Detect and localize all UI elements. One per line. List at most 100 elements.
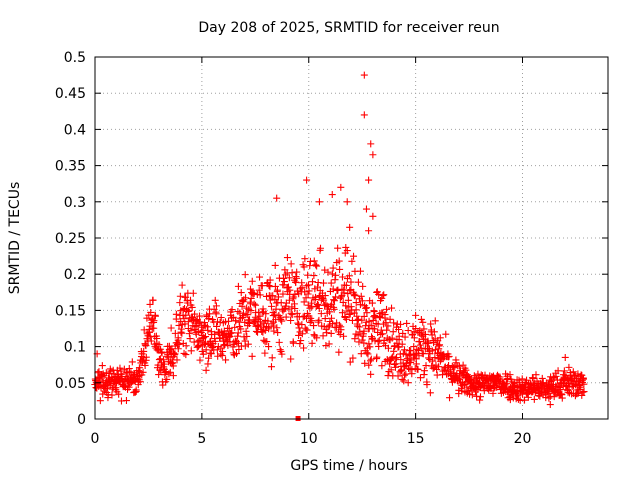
data-point [334,286,342,294]
data-point [201,319,209,327]
data-point [271,261,279,269]
data-point [354,315,362,323]
data-point [442,330,450,338]
data-point [175,321,183,329]
data-point [248,277,256,285]
data-point [564,388,572,396]
data-point [388,334,396,342]
data-point [269,292,277,300]
data-point [368,299,376,307]
data-point [360,327,368,335]
data-point [305,287,313,295]
data-point [211,296,219,304]
data-point [287,355,295,363]
data-point [293,274,301,282]
data-point [360,312,368,320]
data-point [365,340,373,348]
data-point [279,274,287,282]
data-point [250,289,258,297]
data-point [166,368,174,376]
data-point [242,294,250,302]
data-point [300,344,308,352]
data-point [147,308,155,316]
data-point [419,350,427,358]
data-point [431,317,439,325]
data-point [367,370,375,378]
data-point [342,281,350,289]
data-point [267,363,275,371]
data-point [436,341,444,349]
data-point [234,329,242,337]
data-point [367,140,375,148]
data-point [569,368,577,376]
data-point [412,325,420,333]
data-point [426,389,434,397]
data-point [128,358,136,366]
data-point [344,296,352,304]
data-point [163,375,171,383]
data-point [454,374,462,382]
data-point [116,364,124,372]
data-point [122,397,130,405]
data-point [407,347,415,355]
data-point [187,347,195,355]
data-point [327,279,335,287]
data-point [455,362,463,370]
data-point [191,323,199,331]
data-point [204,326,212,334]
data-point [186,335,194,343]
data-point [346,310,354,318]
x-tick-label: 10 [300,431,318,447]
data-point [425,354,433,362]
data-point [141,361,149,369]
data-point [342,243,350,251]
data-point [199,350,207,358]
data-point [413,345,421,353]
data-point [274,329,282,337]
data-point [136,378,144,386]
data-point [159,381,167,389]
data-point [379,292,387,300]
data-point [182,342,190,350]
data-point [365,317,373,325]
data-point [261,349,269,357]
y-tick-label: 0.35 [55,159,86,175]
data-point [364,350,372,358]
data-point [365,176,373,184]
data-point [312,261,320,269]
data-point [234,282,242,290]
data-point [182,351,190,359]
data-point [401,346,409,354]
data-point [384,344,392,352]
x-tick-label: 0 [91,431,100,447]
data-point [402,359,410,367]
data-point [267,302,275,310]
data-point [404,379,412,387]
data-point [415,337,423,345]
data-point [289,338,297,346]
data-point [401,333,409,341]
data-point [244,311,252,319]
y-tick-label: 0.1 [64,340,86,356]
data-point [376,313,384,321]
y-tick-label: 0.05 [55,376,86,392]
data-point [135,367,143,375]
data-point [273,324,281,332]
data-point [530,395,538,403]
data-point [577,383,585,391]
data-point [580,388,588,396]
data-point [391,363,399,371]
data-point [554,367,562,375]
data-point [424,339,432,347]
data-point [99,390,107,398]
data-point [329,264,337,272]
data-point [319,332,327,340]
data-point [274,293,282,301]
data-point [256,273,264,281]
data-point [139,368,147,376]
data-point [451,363,459,371]
data-point [360,339,368,347]
y-tick-label: 0 [77,412,86,428]
data-point [185,307,193,315]
data-point [319,279,327,287]
